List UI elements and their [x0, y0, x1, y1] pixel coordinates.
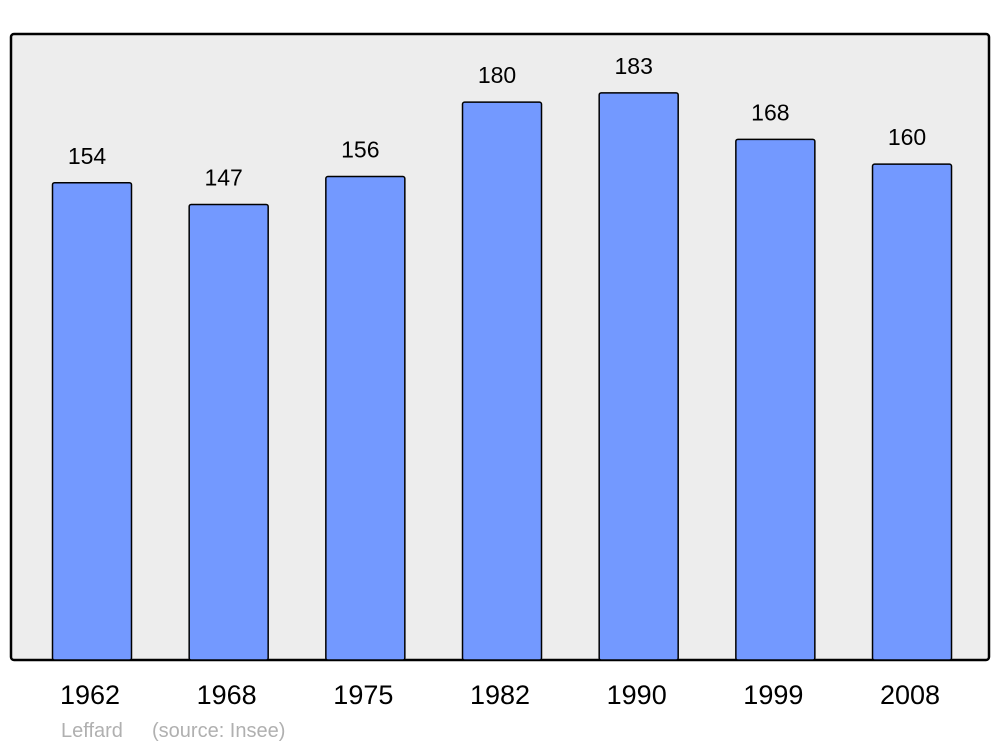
data-label-1990: 183 — [614, 53, 652, 79]
footer-place: Leffard — [61, 720, 123, 742]
bar-1968 — [188, 203, 269, 661]
data-label-2008: 160 — [888, 124, 926, 150]
data-label-1982: 180 — [478, 62, 516, 88]
x-tick-label-1990: 1990 — [607, 680, 667, 710]
bar-2008 — [871, 163, 953, 661]
bar-1975 — [325, 175, 406, 661]
bar-1999 — [735, 138, 816, 661]
x-tick-label-1999: 1999 — [743, 680, 803, 710]
x-tick-label-1982: 1982 — [470, 680, 530, 710]
bar-1982 — [461, 101, 543, 661]
x-tick-label-1962: 1962 — [60, 680, 120, 710]
x-tick-label-1975: 1975 — [333, 680, 393, 710]
data-label-1975: 156 — [341, 137, 379, 163]
bar-1990 — [598, 92, 679, 661]
footer-source: (source: Insee) — [152, 720, 285, 742]
bar-1962 — [51, 182, 133, 661]
data-label-1999: 168 — [751, 99, 789, 125]
x-tick-label-2008: 2008 — [880, 680, 940, 710]
data-label-1968: 147 — [204, 164, 242, 190]
data-label-1962: 154 — [68, 143, 107, 169]
x-tick-label-1968: 1968 — [197, 680, 257, 710]
